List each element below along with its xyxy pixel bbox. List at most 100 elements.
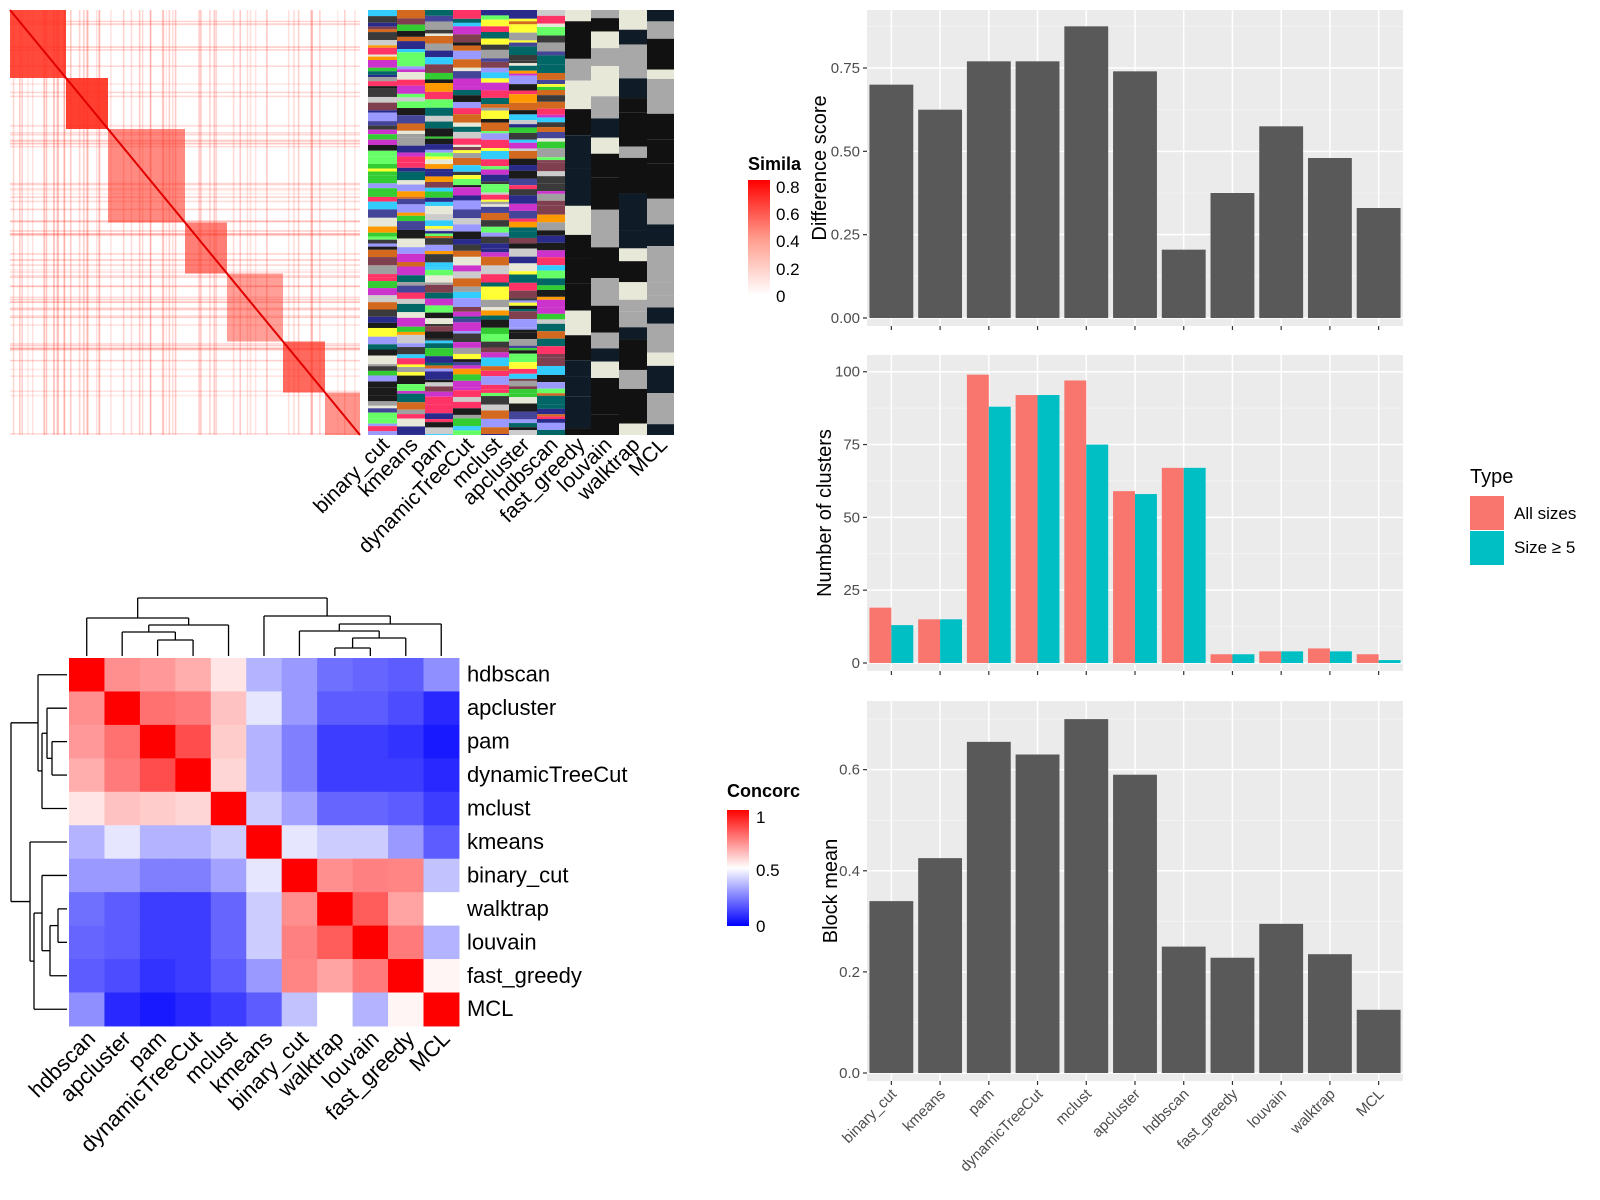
cluster-segment <box>368 387 397 396</box>
cluster-segment <box>537 26 565 36</box>
concordance-cell <box>317 892 354 927</box>
similarity-stripe <box>27 10 29 435</box>
cluster-segment <box>425 238 453 245</box>
cluster-segment <box>425 419 453 423</box>
cluster-segment <box>509 70 537 74</box>
concordance-cell <box>317 858 354 893</box>
cluster-segment <box>537 157 565 161</box>
cluster-segment <box>397 52 425 60</box>
concordance-cell <box>139 758 176 793</box>
cluster-segment <box>453 59 481 68</box>
cluster-segment <box>397 367 425 373</box>
similarity-stripe <box>10 349 360 352</box>
concordance-cell <box>281 658 318 692</box>
cluster-segment <box>453 256 481 266</box>
similarity-stripe <box>10 259 360 261</box>
concordance-cell <box>210 691 247 726</box>
bar <box>1161 946 1206 1073</box>
concordance-cell <box>104 758 141 793</box>
cluster-segment <box>368 418 397 424</box>
cluster-segment <box>425 362 453 366</box>
cluster-segment <box>397 204 425 213</box>
cluster-segment <box>509 218 537 222</box>
cluster-segment <box>509 368 537 374</box>
cluster-segment <box>425 331 453 339</box>
cluster-segment <box>647 323 674 353</box>
cluster-segment <box>368 281 397 289</box>
concordance-cell <box>139 691 176 726</box>
cluster-segment <box>619 261 647 283</box>
cluster-segment <box>368 327 397 337</box>
cluster-segment <box>397 247 425 254</box>
cluster-segment <box>509 110 537 115</box>
similarity-stripe <box>12 10 15 435</box>
cluster-segment <box>591 348 619 362</box>
cluster-segment <box>509 127 537 133</box>
concordance-cell <box>69 691 105 726</box>
cluster-segment <box>368 316 397 323</box>
cluster-segment <box>537 35 565 43</box>
cluster-segment <box>453 387 481 391</box>
cluster-segment <box>647 282 674 296</box>
cluster-segment <box>537 353 565 358</box>
concordance-cell <box>104 825 141 860</box>
cluster-segment <box>537 171 565 177</box>
cluster-segment <box>453 131 481 139</box>
cluster-segment <box>368 112 397 122</box>
concordance-cell <box>388 791 424 826</box>
concordance-cell <box>104 892 141 927</box>
cluster-segment <box>453 365 481 369</box>
cluster-segment <box>537 191 565 194</box>
similarity-diagonal <box>9 9 361 436</box>
cluster-segment <box>509 227 537 232</box>
cluster-segment <box>425 368 453 372</box>
legend-label-all-sizes: All sizes <box>1514 504 1576 523</box>
cluster-segment <box>368 96 397 103</box>
cluster-segment <box>397 36 425 42</box>
cluster-segment <box>397 312 425 318</box>
cluster-segment <box>481 131 509 134</box>
similarity-heatmap <box>9 9 361 436</box>
cluster-segment <box>425 244 453 251</box>
cluster-segment <box>453 361 481 366</box>
bar <box>966 61 1011 318</box>
similarity-stripe <box>266 10 268 435</box>
cluster-segment <box>368 150 397 157</box>
cluster-segment <box>397 372 425 376</box>
cluster-segment <box>368 249 397 258</box>
concordance-cell <box>210 825 247 860</box>
cluster-segment <box>453 286 481 292</box>
similarity-stripe <box>265 10 268 435</box>
cluster-segment <box>537 338 565 347</box>
cluster-segment <box>368 175 397 184</box>
bar <box>869 84 914 319</box>
cluster-segment <box>481 192 509 195</box>
cluster-segment <box>509 24 537 33</box>
cluster-segment <box>453 396 481 402</box>
similarity-stripe <box>57 10 60 435</box>
cluster-segment <box>425 226 453 229</box>
bar-size-ge5 <box>1329 651 1352 663</box>
cluster-segment <box>509 386 537 390</box>
cluster-segment <box>453 42 481 46</box>
cluster-segment <box>397 298 425 304</box>
cluster-segment <box>425 176 453 182</box>
cluster-segment <box>537 265 565 271</box>
similarity-stripe <box>19 10 21 435</box>
concordance-tick-label: 1 <box>756 808 765 827</box>
cluster-segment <box>453 311 481 317</box>
concordance-cell <box>423 724 460 759</box>
cluster-segment <box>591 10 619 19</box>
cluster-segment <box>509 350 537 354</box>
cluster-segment <box>537 108 565 115</box>
cluster-segment <box>368 168 397 172</box>
cluster-segment <box>425 231 453 234</box>
cluster-segment <box>368 76 397 82</box>
cluster-segment <box>368 412 397 419</box>
cluster-segment <box>481 110 509 119</box>
cluster-segment <box>509 348 537 351</box>
x-tick-label: MCL <box>1353 1086 1387 1120</box>
cluster-segment <box>368 144 397 151</box>
cluster-segment <box>481 333 509 342</box>
cluster-segment <box>509 256 537 264</box>
